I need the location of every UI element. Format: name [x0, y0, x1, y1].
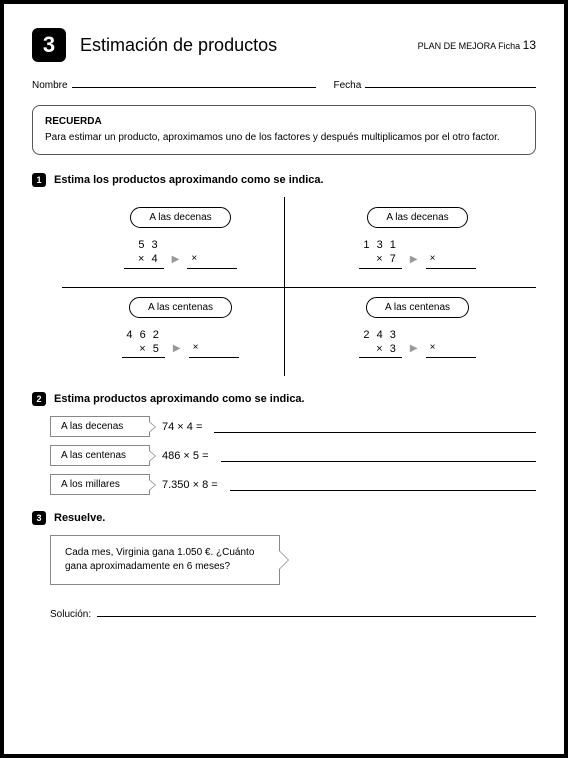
arrow-icon: ▶ [410, 343, 418, 354]
arrow-icon: ▶ [173, 343, 181, 354]
grid-cell-4: A las centenas 2 4 3× 3 ▶ × [299, 287, 536, 377]
remember-heading: RECUERDA [45, 116, 523, 127]
mult-2: 1 3 1× 7 [359, 238, 401, 269]
ficha-number: 13 [523, 38, 536, 52]
eqline-3[interactable] [230, 479, 536, 491]
eq-2: 486 × 5 = [162, 450, 209, 462]
plan-text: PLAN DE MEJORA Ficha [418, 41, 521, 51]
pill-centenas-1: A las centenas [129, 297, 232, 318]
solution-line[interactable] [97, 605, 536, 617]
section-2-bullet: 2 [32, 392, 46, 406]
blank-3[interactable]: × [189, 342, 239, 358]
calc-4: 2 4 3× 3 ▶ × [359, 328, 475, 359]
section-2: 2 Estima productos aproximando como se i… [32, 392, 536, 495]
name-line[interactable] [72, 76, 316, 88]
arrow-icon: ▶ [410, 254, 418, 265]
grid-hline [62, 287, 536, 288]
eq-3: 7.350 × 8 = [162, 479, 218, 491]
section-1-head: 1 Estima los productos aproximando como … [32, 173, 536, 187]
row-decenas: A las decenas 74 × 4 = [50, 416, 536, 437]
mult-2-bot: × 7 [363, 252, 397, 266]
section-1-title: Estima los productos aproximando como se… [54, 174, 324, 186]
plan-label: PLAN DE MEJORA Ficha 13 [418, 38, 536, 52]
blank-1[interactable]: × [187, 253, 237, 269]
date-field[interactable]: Fecha [334, 76, 537, 91]
lesson-title: Estimación de productos [80, 35, 418, 56]
name-label: Nombre [32, 80, 68, 91]
name-field[interactable]: Nombre [32, 76, 316, 91]
times-3: × [193, 342, 199, 353]
pill-decenas-1: A las decenas [130, 207, 230, 228]
calc-2: 1 3 1× 7 ▶ × [359, 238, 475, 269]
section-3: 3 Resuelve. Cada mes, Virginia gana 1.05… [32, 511, 536, 620]
mult-1: 5 3× 4 [124, 238, 164, 269]
word-problem: Cada mes, Virginia gana 1.050 €. ¿Cuánto… [50, 535, 280, 585]
calc-3: 4 6 2× 5 ▶ × [122, 328, 238, 359]
date-line[interactable] [365, 76, 536, 88]
calc-1: 5 3× 4 ▶ × [124, 238, 238, 269]
times-4: × [430, 342, 436, 353]
mult-4-top: 2 4 3 [363, 328, 397, 342]
tag-centenas: A las centenas [50, 445, 150, 466]
blank-4[interactable]: × [426, 342, 476, 358]
row-millares: A los millares 7.350 × 8 = [50, 474, 536, 495]
section-3-title: Resuelve. [54, 512, 105, 524]
lesson-number-box: 3 [32, 28, 66, 62]
eqline-1[interactable] [214, 421, 536, 433]
section-1: 1 Estima los productos aproximando como … [32, 173, 536, 376]
equation-rows: A las decenas 74 × 4 = A las centenas 48… [32, 416, 536, 495]
row-centenas: A las centenas 486 × 5 = [50, 445, 536, 466]
remember-body: Para estimar un producto, aproximamos un… [45, 131, 523, 144]
date-label: Fecha [334, 80, 362, 91]
grid-cell-2: A las decenas 1 3 1× 7 ▶ × [299, 197, 536, 287]
mult-4: 2 4 3× 3 [359, 328, 401, 359]
pill-centenas-2: A las centenas [366, 297, 469, 318]
section-3-head: 3 Resuelve. [32, 511, 536, 525]
arrow-icon: ▶ [172, 254, 180, 265]
mult-3-top: 4 6 2 [126, 328, 160, 342]
grid-cell-3: A las centenas 4 6 2× 5 ▶ × [62, 287, 299, 377]
eq-1: 74 × 4 = [162, 421, 202, 433]
section-1-bullet: 1 [32, 173, 46, 187]
section-3-bullet: 3 [32, 511, 46, 525]
section-2-title: Estima productos aproximando como se ind… [54, 393, 305, 405]
blank-2[interactable]: × [426, 253, 476, 269]
times-2: × [430, 253, 436, 264]
worksheet-header: 3 Estimación de productos PLAN DE MEJORA… [32, 28, 536, 62]
mult-2-top: 1 3 1 [363, 238, 397, 252]
mult-1-bot: × 4 [128, 252, 160, 266]
eqline-2[interactable] [221, 450, 537, 462]
pill-decenas-2: A las decenas [367, 207, 467, 228]
grid-cell-1: A las decenas 5 3× 4 ▶ × [62, 197, 299, 287]
tag-decenas: A las decenas [50, 416, 150, 437]
estimation-grid: A las decenas 5 3× 4 ▶ × A las decenas 1… [32, 197, 536, 376]
times-1: × [191, 253, 197, 264]
mult-3: 4 6 2× 5 [122, 328, 164, 359]
mult-3-bot: × 5 [126, 342, 160, 356]
mult-1-top: 5 3 [128, 238, 160, 252]
mult-4-bot: × 3 [363, 342, 397, 356]
solution-label: Solución: [50, 609, 91, 620]
tag-millares: A los millares [50, 474, 150, 495]
section-2-head: 2 Estima productos aproximando como se i… [32, 392, 536, 406]
remember-box: RECUERDA Para estimar un producto, aprox… [32, 105, 536, 155]
solution-row: Solución: [32, 605, 536, 620]
name-date-row: Nombre Fecha [32, 76, 536, 91]
